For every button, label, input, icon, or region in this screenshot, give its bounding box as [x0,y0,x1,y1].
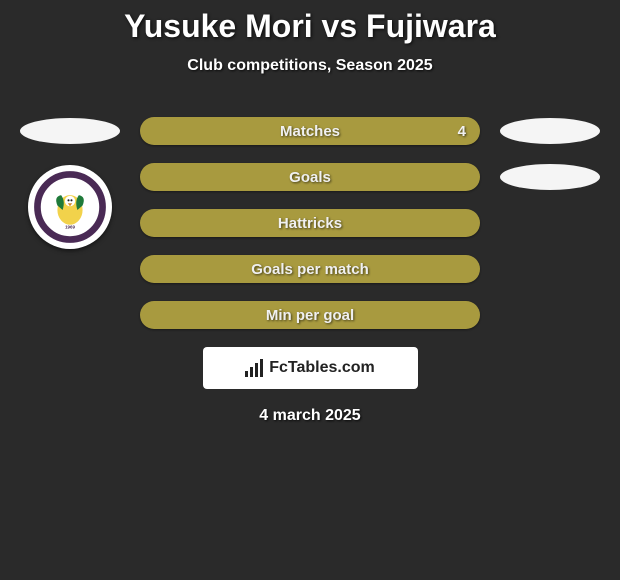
bar-chart-icon [245,359,263,377]
stat-label: Goals per match [251,261,369,278]
club-badge: FOOTBALL CLUB TOKYO VERDY 1969 [28,165,112,249]
brand-text: FcTables.com [269,359,375,377]
stats-section: FOOTBALL CLUB TOKYO VERDY 1969 Matches 4 G… [0,117,620,329]
stat-pill: Hattricks [140,209,480,237]
player-right-oval [500,164,600,190]
stat-pill: Goals [140,163,480,191]
stat-row: Matches 4 [0,117,620,145]
player-right-oval [500,118,600,144]
svg-text:1969: 1969 [65,224,75,229]
club-crest-icon: FOOTBALL CLUB TOKYO VERDY 1969 [33,170,107,244]
stat-pill: Matches 4 [140,117,480,145]
page-subtitle: Club competitions, Season 2025 [0,57,620,75]
date-text: 4 march 2025 [0,407,620,425]
stat-pill: Goals per match [140,255,480,283]
player-left-oval [20,118,120,144]
page-title: Yusuke Mori vs Fujiwara [0,8,620,45]
stat-row: Min per goal [0,301,620,329]
stat-label: Min per goal [266,307,354,324]
stat-row: Goals per match [0,255,620,283]
stat-label: Matches [280,123,340,140]
stat-value-right: 4 [458,123,466,140]
stat-pill: Min per goal [140,301,480,329]
comparison-card: Yusuke Mori vs Fujiwara Club competition… [0,0,620,425]
stat-label: Hattricks [278,215,342,232]
stat-label: Goals [289,169,331,186]
brand-badge: FcTables.com [203,347,418,389]
